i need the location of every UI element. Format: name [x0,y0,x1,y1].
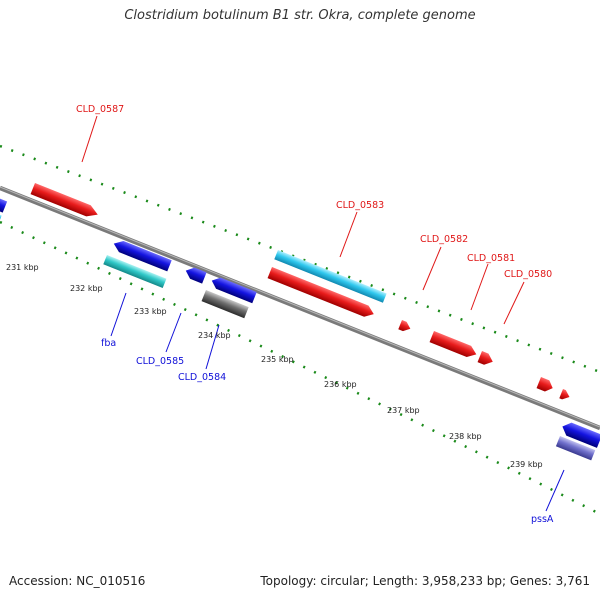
gene-small-red-a-feature[interactable] [398,320,412,333]
gene-label-cld0582: CLD_0582 [420,234,468,245]
gene-label-cld0583: CLD_0583 [336,200,384,211]
gene-blue-2-feature[interactable] [210,275,257,304]
tick-label-238: 238 kbp [449,432,482,441]
gene-small-red-b-feature[interactable] [536,377,555,394]
gene-left-cyan-feature[interactable] [0,214,2,221]
gene-cld0585-feature[interactable] [184,265,207,284]
genome-summary-text: Topology: circular; Length: 3,958,233 bp… [260,574,590,588]
callout-lines [81,115,565,512]
gene-left-blue-feature[interactable] [0,197,8,213]
tick-label-235: 235 kbp [261,355,294,364]
accession-text: Accession: NC_010516 [9,574,146,588]
gene-label-cld0581: CLD_0581 [467,253,515,264]
gene-label-cld0587: CLD_0587 [76,104,124,115]
gene-blue-right-feature[interactable] [560,420,600,448]
gene-cld0587-feature[interactable] [30,183,100,220]
gene-fba-feature[interactable] [103,255,167,289]
genome-backbone [0,185,600,431]
gene-label-cld0585: CLD_0585 [136,356,184,367]
tick-label-237: 237 kbp [387,406,420,415]
gene-blue-1-feature[interactable] [112,238,172,272]
tick-label-234: 234 kbp [198,331,231,340]
tick-label-231: 231 kbp [6,263,39,272]
gene-cld0580-feature[interactable] [477,351,495,367]
gene-cld0582-feature[interactable] [267,267,376,320]
gene-label-cld0584: CLD_0584 [178,372,226,383]
gene-label-fba: fba [101,338,116,349]
gene-cld0584-feature[interactable] [201,290,249,319]
tick-label-232: 232 kbp [70,284,103,293]
tick-label-239: 239 kbp [510,460,543,469]
tick-label-236: 236 kbp [324,380,357,389]
map-title: Clostridium botulinum B1 str. Okra, comp… [124,8,476,23]
gene-cld0583-feature[interactable] [274,250,387,303]
gene-label-cld0580: CLD_0580 [504,269,552,280]
genome-backbone-highlight [0,186,600,428]
gene-small-red-c-feature[interactable] [559,389,571,402]
tick-label-233: 233 kbp [134,307,167,316]
gene-pssA-feature[interactable] [555,436,596,461]
gene-label-pssA: pssA [531,514,554,525]
gene-cld0581-feature[interactable] [429,331,479,360]
